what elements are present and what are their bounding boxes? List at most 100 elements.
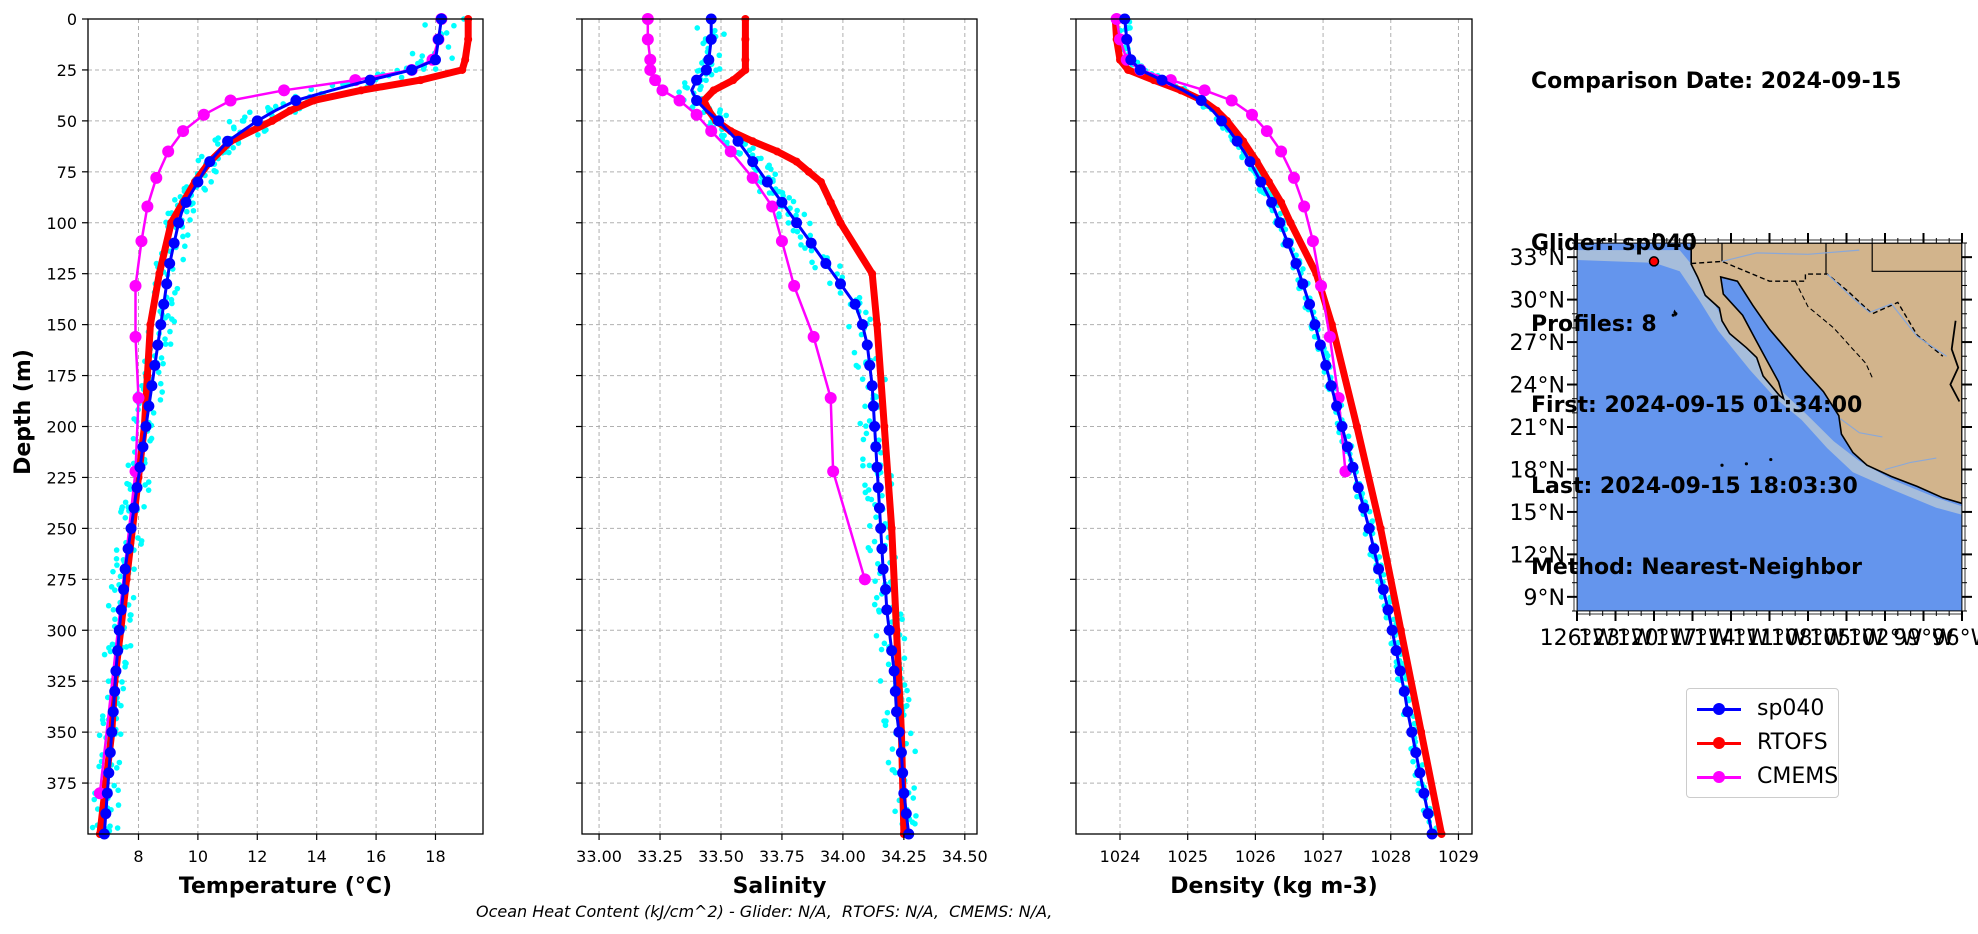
raw-profile-point <box>172 289 178 296</box>
series-point-cmems <box>649 74 662 87</box>
series-point-sp040 <box>119 563 131 575</box>
series-point-sp040 <box>140 421 152 432</box>
series-point-sp040 <box>703 54 715 66</box>
raw-profile-point <box>785 220 792 226</box>
raw-profile-point <box>846 323 852 330</box>
series-point-sp040 <box>886 645 898 657</box>
raw-profile-point <box>885 759 892 766</box>
map-lat-label: 9°N <box>1524 586 1565 611</box>
raw-profile-point <box>807 220 813 227</box>
series-point-sp040 <box>104 747 116 758</box>
map-lon-label: 117°W <box>1655 626 1730 651</box>
series-point-rtofs <box>357 86 366 95</box>
last-time: Last: 2024-09-15 18:03:30 <box>1531 474 1858 499</box>
series-point-sp040 <box>155 319 167 331</box>
map-lon-label: 96°W <box>1932 626 1978 651</box>
river <box>1826 273 1947 357</box>
series-point-sp040 <box>1406 726 1418 738</box>
raw-profile-point <box>112 616 118 623</box>
panel-2: 33.00 33.25 33.50 33.75 34.00 34.25 34.50 Salin… <box>576 13 988 899</box>
series-point-rtofs <box>1417 728 1426 737</box>
raw-profile-point <box>867 316 873 323</box>
raw-profile-point <box>871 601 878 608</box>
map-lon-label: 102°W <box>1848 626 1923 651</box>
raw-profile-point <box>892 808 898 815</box>
map-lat-label: 21°N <box>1510 416 1565 441</box>
raw-profile-point <box>409 50 416 57</box>
series-point-rtofs <box>868 269 877 278</box>
raw-profile-point <box>208 179 214 185</box>
raw-profile-point <box>111 782 117 789</box>
series-point-cmems <box>788 279 801 292</box>
raw-profile-point <box>877 678 884 684</box>
series-point-rtofs <box>709 86 718 95</box>
raw-profile-point <box>878 646 885 653</box>
raw-profile-point <box>863 423 869 429</box>
series-point-cmems <box>724 145 737 158</box>
raw-profile-point <box>119 679 125 685</box>
raw-profile-point <box>901 635 908 642</box>
series-point-sp040 <box>164 258 176 269</box>
x-tick-label: 1026 <box>1235 847 1276 866</box>
series-point-sp040 <box>406 64 418 76</box>
series-point-rtofs <box>155 269 164 278</box>
comparison-date: Comparison Date: 2024-09-15 <box>1531 69 1902 94</box>
series-point-rtofs <box>143 371 152 380</box>
raw-profile-point <box>809 259 815 266</box>
map-lon-label: 105°W <box>1809 626 1884 651</box>
raw-profile-point <box>159 389 165 395</box>
series-point-cmems <box>1298 200 1311 213</box>
raw-profile-point <box>885 661 892 668</box>
y-tick-label: 300 <box>46 621 77 640</box>
raw-profile-point <box>901 682 908 688</box>
series-point-cmems <box>644 53 657 66</box>
series-point-sp040 <box>834 278 846 290</box>
x-tick-label: 18 <box>425 847 445 866</box>
x-tick-label: 33.75 <box>759 847 805 866</box>
raw-profile-point <box>202 187 209 193</box>
raw-profile-point <box>230 124 237 130</box>
raw-profile-point <box>862 403 868 410</box>
series-line-rtofs <box>96 19 472 835</box>
raw-profile-point <box>308 86 315 93</box>
series-point-sp040 <box>1341 441 1353 453</box>
raw-profile-point <box>123 644 130 650</box>
raw-profile-point <box>694 25 701 31</box>
map-lat-label: 12°N <box>1510 543 1565 568</box>
series-point-sp040 <box>161 278 173 290</box>
y-tick-label: 50 <box>57 112 77 131</box>
raw-profile-point <box>768 166 774 172</box>
raw-profile-point <box>110 568 116 575</box>
raw-profile-point <box>101 651 108 658</box>
legend-item-sp040: sp040 <box>1695 695 1835 723</box>
series-point-rtofs <box>741 55 750 64</box>
series-point-sp040 <box>1244 156 1256 168</box>
series-point-sp040 <box>876 543 888 555</box>
raw-profile-point <box>183 208 190 215</box>
island <box>1720 463 1724 467</box>
series-point-rtofs <box>892 626 901 635</box>
series-point-sp040 <box>713 115 725 127</box>
series-point-cmems <box>1198 84 1211 97</box>
series-point-cmems <box>1260 125 1273 138</box>
raw-profile-point <box>790 227 797 234</box>
raw-profile-point <box>123 660 129 667</box>
series-point-cmems <box>150 171 163 184</box>
raw-profile-point <box>115 802 122 808</box>
series-point-rtofs <box>741 65 750 74</box>
raw-profile-point <box>122 499 129 506</box>
y-tick-label: 275 <box>46 570 77 589</box>
series-point-cmems <box>775 235 788 248</box>
raw-profile-point <box>904 702 910 709</box>
raw-profile-point <box>867 547 874 554</box>
raw-profile-point <box>797 234 804 240</box>
raw-profile-point <box>873 632 880 639</box>
series-point-sp040 <box>869 421 881 432</box>
raw-profile-point <box>155 369 162 376</box>
raw-profile-point <box>120 685 127 692</box>
raw-profile-point <box>758 155 764 162</box>
raw-profile-point <box>230 144 236 151</box>
raw-profile-point <box>157 397 164 403</box>
series-point-sp040 <box>1352 482 1364 494</box>
raw-profile-point <box>875 560 881 567</box>
